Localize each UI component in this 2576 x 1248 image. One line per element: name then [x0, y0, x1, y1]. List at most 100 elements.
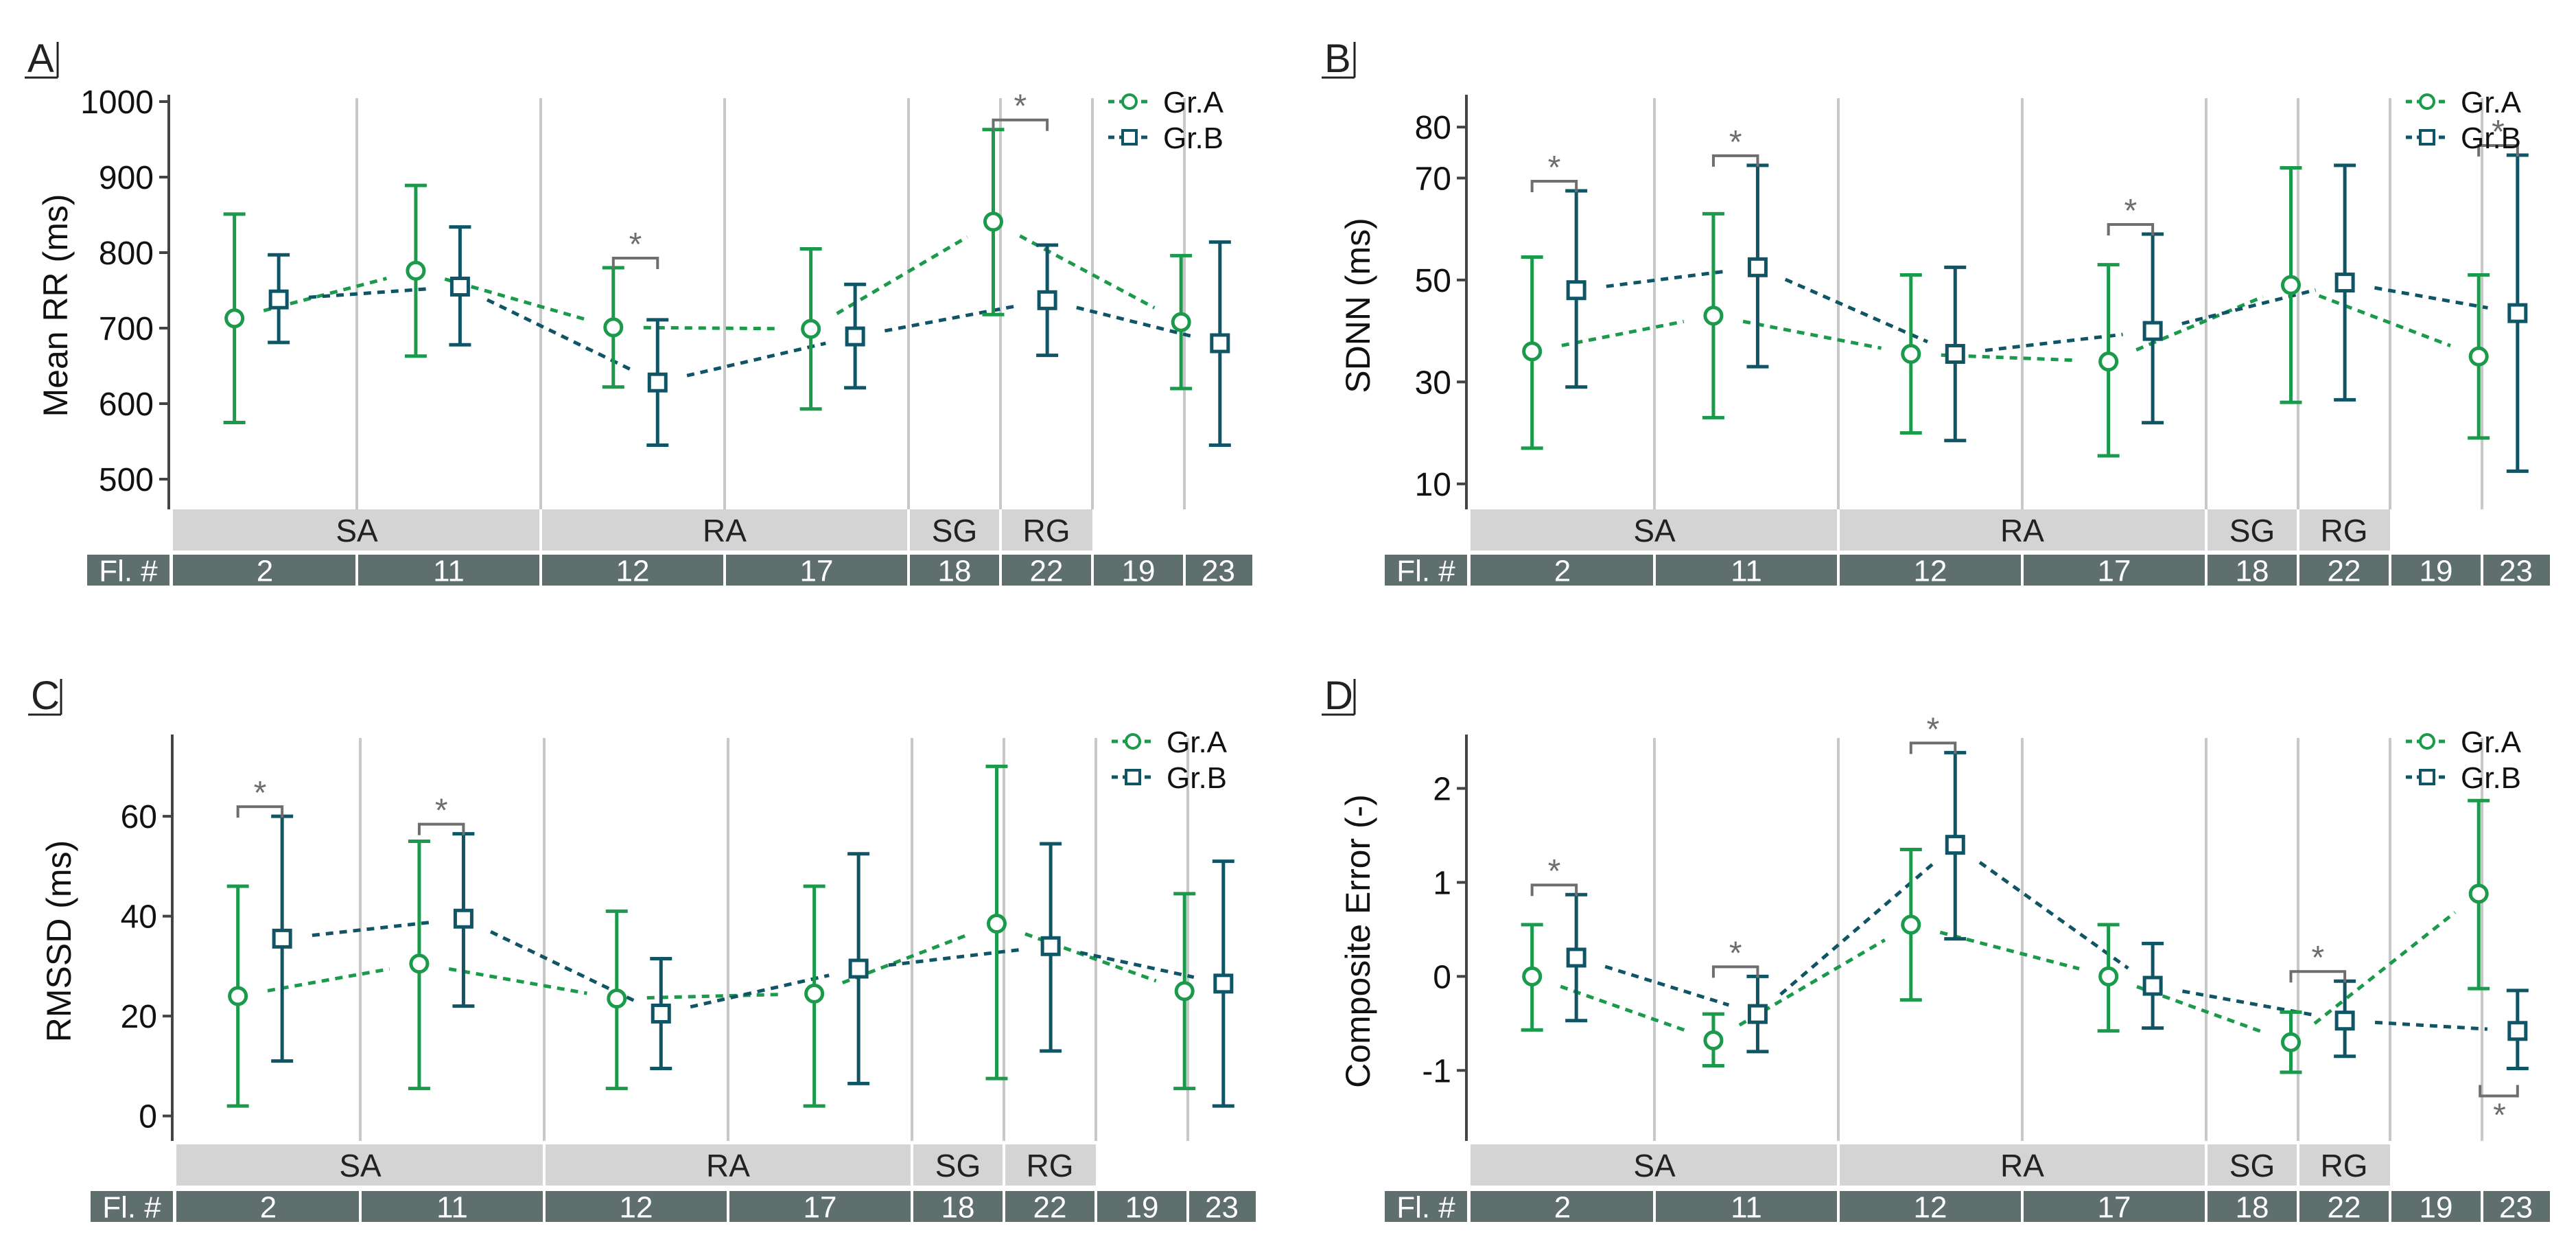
flight-band — [1097, 1191, 1186, 1222]
series-line-gr-b — [1604, 964, 1730, 1007]
gr-a-point — [804, 983, 825, 1004]
significance-bracket — [2479, 1085, 2519, 1098]
legend-marker-gr-a — [2419, 733, 2435, 750]
gr-b-point — [1945, 835, 1965, 855]
significance-bracket — [2107, 223, 2155, 236]
significance-bracket — [1711, 965, 1759, 978]
y-tick-label: 50 — [1415, 263, 1451, 299]
flight-label: 18 — [2236, 1191, 2269, 1225]
y-tick-label: 2 — [1433, 771, 1451, 807]
gr-a-point — [603, 317, 624, 338]
y-axis-label: Composite Error (-) — [1339, 794, 1377, 1088]
panel-c: C 0 20 40 60 RMSSD (ms) SA RA SG RG Fl. # 2 11 12 17 18… — [28, 673, 1256, 1225]
y-axis-label: SDNN (ms) — [1339, 218, 1377, 393]
series-line-gr-b — [888, 947, 1021, 967]
significance-bracket — [992, 118, 1049, 131]
flight-band — [2483, 555, 2550, 586]
legend-label-gr-a: Gr.A — [2461, 86, 2522, 119]
category-band — [176, 1144, 543, 1186]
gr-a-point — [406, 260, 426, 281]
flight-label: 12 — [620, 1191, 653, 1225]
flight-band — [2391, 1191, 2481, 1222]
flight-label: 11 — [433, 555, 465, 588]
y-tick-label: 1 — [1433, 865, 1451, 901]
flight-label: 11 — [436, 1191, 468, 1225]
series-line-gr-b — [2374, 286, 2488, 310]
gr-a-point — [1901, 344, 1921, 365]
gr-b-point — [647, 372, 668, 393]
category-label: SG — [935, 1148, 981, 1183]
flight-label: 18 — [2236, 555, 2269, 588]
flight-title: Fl. # — [1396, 555, 1455, 588]
flight-band — [2024, 1191, 2205, 1222]
legend-label-gr-b: Gr.B — [2461, 761, 2521, 795]
series-line-gr-a — [836, 235, 968, 315]
flight-label: 19 — [2420, 1191, 2453, 1225]
flight-label: 12 — [1914, 1191, 1947, 1225]
y-tick-label: 60 — [121, 799, 157, 835]
significance-star: * — [1014, 89, 1027, 125]
flight-band — [1186, 555, 1252, 586]
gr-b-point — [1747, 1004, 1768, 1024]
flight-band — [1002, 555, 1091, 586]
flight-band — [1094, 555, 1183, 586]
flight-band — [913, 1191, 1003, 1222]
series-line-gr-a — [448, 967, 587, 995]
panel-b: B 10 30 50 70 80 SDNN (ms) SA RA SG RG Fl. # 2 11 12 17… — [1322, 36, 2550, 588]
gr-a-point — [1703, 305, 1724, 326]
flight-label: 11 — [1731, 1191, 1762, 1225]
flight-title-band — [91, 1191, 173, 1222]
panel-letter: B — [1324, 36, 1351, 81]
series-line-gr-a — [1019, 234, 1156, 310]
series-line-gr-b — [1606, 269, 1729, 288]
flight-title: Fl. # — [99, 555, 158, 588]
gr-a-point — [1171, 312, 1191, 332]
significance-star: * — [1548, 853, 1561, 890]
gr-b-point — [2507, 303, 2528, 323]
flight-label: 23 — [1202, 555, 1235, 588]
y-tick-label: 0 — [139, 1099, 157, 1135]
flight-title-band — [1385, 555, 1467, 586]
gr-a-point — [1522, 966, 1543, 986]
significance-bracket — [1909, 741, 1957, 754]
flight-label: 12 — [1914, 555, 1947, 588]
flight-band — [173, 555, 355, 586]
flight-band — [542, 555, 723, 586]
series-line-gr-a — [2313, 911, 2457, 1025]
flight-band — [2299, 555, 2389, 586]
category-band — [1840, 509, 2205, 551]
category-band — [2299, 1144, 2390, 1186]
gr-b-point — [1037, 290, 1057, 310]
category-band — [1471, 509, 1837, 551]
series-line-gr-a — [2136, 984, 2263, 1034]
panel-letter: D — [1324, 673, 1353, 718]
category-label: SA — [336, 513, 378, 548]
y-tick-label: 700 — [99, 311, 154, 347]
flight-band — [1471, 555, 1653, 586]
series-line-gr-b — [2181, 288, 2317, 325]
series-line-gr-a — [1742, 319, 1882, 350]
significance-star: * — [1927, 711, 1940, 748]
significance-bracket — [236, 805, 284, 818]
legend-marker-gr-a — [2419, 93, 2435, 110]
category-band — [1002, 509, 1092, 551]
flight-label: 22 — [1030, 555, 1064, 588]
gr-a-point — [409, 954, 430, 974]
y-tick-label: 800 — [99, 235, 154, 272]
flight-label: 19 — [1125, 1191, 1159, 1225]
gr-a-point — [801, 319, 821, 339]
panel-letter: C — [31, 673, 60, 718]
legend-label-gr-a: Gr.A — [1163, 86, 1224, 119]
gr-b-point — [2334, 273, 2355, 293]
series-line-gr-b — [312, 920, 434, 938]
gr-a-point — [228, 986, 248, 1006]
gr-a-point — [2280, 275, 2301, 295]
flight-title: Fl. # — [102, 1191, 161, 1225]
gr-a-point — [1901, 914, 1921, 935]
flight-label: 2 — [1554, 555, 1571, 588]
gr-b-point — [272, 928, 292, 949]
flight-label: 22 — [2328, 555, 2361, 588]
y-tick-label: 70 — [1415, 161, 1451, 197]
series-line-gr-b — [1079, 951, 1195, 979]
